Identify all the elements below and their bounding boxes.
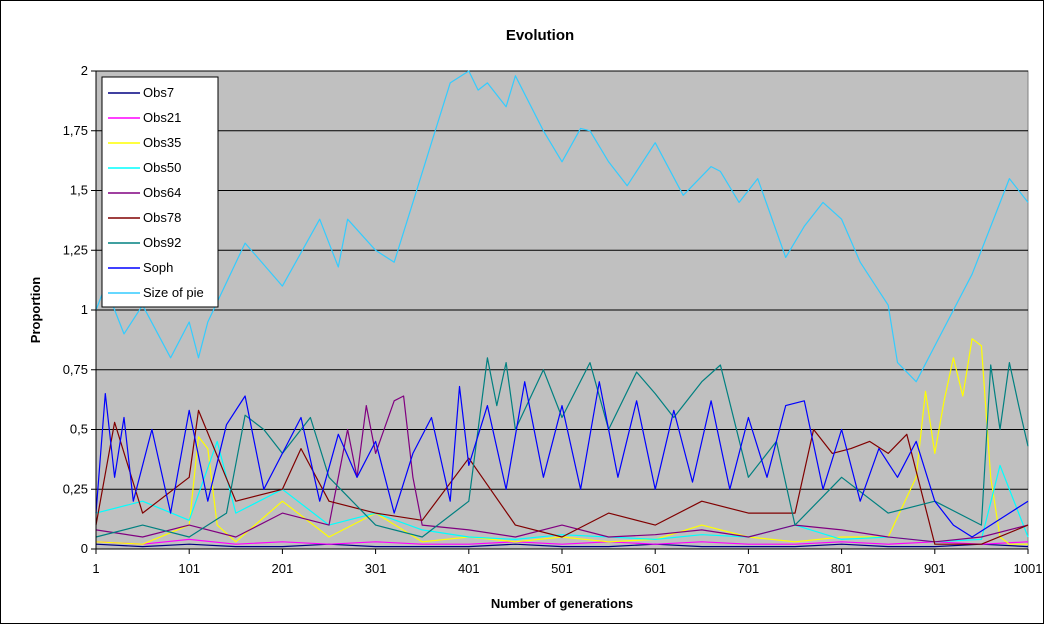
y-tick-label: 1,25: [63, 242, 88, 257]
legend: Obs7 Obs21 Obs35 Obs50 Obs64 Obs78 Obs92 Soph Si…: [101, 76, 219, 308]
y-tick-label: 0: [81, 541, 88, 556]
y-axis-title: Proportion: [28, 277, 43, 343]
x-tick-label: 901: [924, 561, 946, 576]
y-tick-label: 0,75: [63, 362, 88, 377]
x-tick-label: 101: [178, 561, 200, 576]
y-tick-label: 0,25: [63, 481, 88, 496]
x-tick-label: 1: [92, 561, 99, 576]
legend-label: Soph: [143, 260, 173, 275]
x-tick-label: 501: [551, 561, 573, 576]
series-line-obs21: [95, 538, 1029, 545]
x-tick-label: 301: [365, 561, 387, 576]
legend-label: Obs50: [143, 160, 181, 175]
tick-labels: 0 0,25 0,5 0,75 1 1,25 1,5 1,75 2 1 101 201 301 401 50…: [63, 63, 1043, 576]
series-line-obs35: [95, 338, 1028, 545]
series-line-size-of-pie: [95, 70, 1029, 383]
legend-label: Size of pie: [143, 285, 204, 300]
y-tick-label: 0,5: [70, 422, 88, 437]
x-axis-title: Number of generations: [491, 596, 633, 611]
series-lines: [95, 70, 1029, 548]
legend-label: Obs7: [143, 85, 174, 100]
x-tick-label: 801: [831, 561, 853, 576]
series-line-soph: [95, 381, 1029, 538]
y-tick-label: 1: [81, 302, 88, 317]
series-line-obs78: [95, 409, 1029, 545]
y-tick-label: 1,75: [63, 123, 88, 138]
x-tick-label: 701: [738, 561, 760, 576]
series-line-obs64: [95, 395, 1029, 543]
legend-label: Obs35: [143, 135, 181, 150]
x-tick-label: 601: [644, 561, 666, 576]
series-line-obs7: [95, 543, 1029, 548]
legend-label: Obs78: [143, 210, 181, 225]
x-tick-label: 201: [272, 561, 294, 576]
y-tick-label: 2: [81, 63, 88, 78]
legend-label: Obs21: [143, 110, 181, 125]
x-tick-label: 1001: [1014, 561, 1043, 576]
chart-title: Evolution: [506, 27, 574, 44]
y-tick-label: 1,5: [70, 183, 88, 198]
x-tick-label: 401: [458, 561, 480, 576]
legend-label: Obs64: [143, 185, 181, 200]
legend-label: Obs92: [143, 235, 181, 250]
series-line-obs92: [95, 357, 1029, 538]
